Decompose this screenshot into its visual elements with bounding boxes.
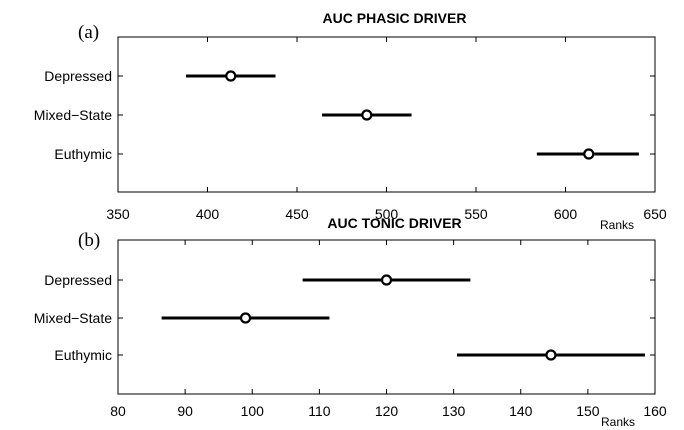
x-tick-label: 650	[643, 206, 667, 222]
x-tick-label: 550	[464, 206, 488, 222]
x-tick-label: 100	[241, 403, 265, 419]
mean-marker	[361, 109, 373, 121]
x-tick-label: 140	[509, 403, 533, 419]
category-label: Mixed−State	[34, 310, 112, 326]
x-tick-label: 110	[308, 403, 331, 419]
x-axis-label: Ranks	[601, 415, 635, 429]
x-tick-label: 120	[375, 403, 399, 419]
mean-marker	[225, 70, 237, 82]
category-label: Euthymic	[54, 347, 112, 363]
category-label: Euthymic	[54, 146, 112, 162]
x-tick-label: 90	[177, 403, 193, 419]
panel-b	[117, 239, 656, 395]
chart-title: AUC PHASIC DRIVER	[323, 10, 467, 26]
x-tick-label: 400	[196, 206, 220, 222]
mean-marker	[380, 274, 393, 286]
category-label: Mixed−State	[34, 107, 112, 123]
panel-label: (b)	[78, 230, 100, 251]
mean-marker	[239, 312, 252, 324]
x-axis-label: Ranks	[600, 218, 634, 232]
mean-marker	[545, 349, 557, 361]
x-tick-label: 500	[375, 206, 399, 222]
chart-title: AUC TONIC DRIVER	[327, 215, 461, 231]
x-tick-label: 160	[643, 403, 667, 419]
mean-marker	[583, 148, 595, 160]
panel-label: (a)	[78, 22, 99, 43]
x-tick-label: 130	[442, 403, 466, 419]
x-tick-label: 450	[285, 206, 309, 222]
category-label: Depressed	[44, 272, 112, 288]
panel-a	[117, 36, 656, 193]
x-tick-label: 350	[106, 206, 130, 222]
x-tick-label: 600	[554, 206, 578, 222]
x-tick-label: 80	[110, 403, 126, 419]
category-label: Depressed	[44, 68, 112, 84]
x-tick-label: 150	[576, 403, 600, 419]
